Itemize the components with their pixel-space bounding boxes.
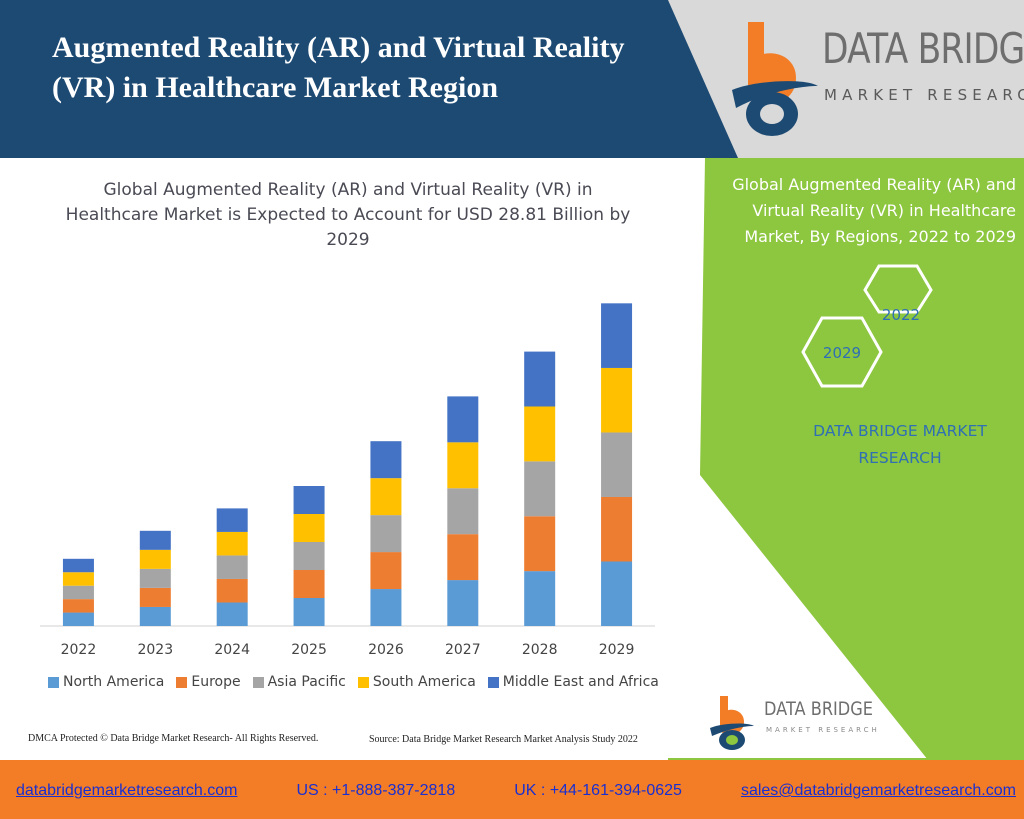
bar-segment-2023-middle-east-and-africa bbox=[139, 530, 171, 550]
legend-label: North America bbox=[63, 674, 165, 690]
side-title: Global Augmented Reality (AR) and Virtua… bbox=[732, 175, 1016, 246]
legend-label: South America bbox=[372, 674, 476, 690]
legend-label: Asia Pacific bbox=[267, 674, 346, 690]
bar-segment-2028-middle-east-and-africa bbox=[524, 351, 556, 407]
bar-segment-2028-asia-pacific bbox=[524, 461, 556, 517]
data-bridge-logo-small: DATA BRIDGE MARKET RESEARCH bbox=[708, 692, 908, 752]
title-banner-shape bbox=[0, 0, 738, 158]
legend-item: Europe bbox=[176, 674, 241, 690]
legend-swatch bbox=[48, 676, 59, 688]
bar-segment-2028-north-america bbox=[524, 571, 556, 626]
x-tick-label: 2027 bbox=[445, 642, 481, 658]
bar-segment-2022-south-america bbox=[62, 572, 94, 586]
bar-segment-2027-middle-east-and-africa bbox=[447, 396, 479, 443]
dmca-notice: DMCA Protected © Data Bridge Market Rese… bbox=[28, 733, 319, 744]
logo-small-mark-icon bbox=[710, 696, 754, 750]
hex-start-label: 2022 bbox=[882, 306, 920, 324]
bar-segment-2026-south-america bbox=[370, 478, 402, 516]
bar-segment-2024-south-america bbox=[216, 531, 248, 556]
hexagon-2029 bbox=[801, 316, 883, 388]
legend-swatch bbox=[252, 676, 264, 688]
legend-item: Middle East and Africa bbox=[487, 674, 659, 690]
bar-segment-2029-north-america bbox=[601, 561, 633, 626]
stacked-bar-chart: 2022 2023 2024 2025 2026 2027 2028 2029 bbox=[40, 303, 655, 658]
logo-name: DATA BRIDGE bbox=[822, 24, 1024, 73]
logo-mark-icon bbox=[732, 22, 818, 136]
bar-segment-2029-south-america bbox=[601, 367, 633, 433]
bar-segment-2025-middle-east-and-africa bbox=[293, 486, 325, 514]
bar-segment-2024-middle-east-and-africa bbox=[216, 508, 248, 532]
legend-swatch bbox=[357, 676, 369, 688]
website-link[interactable]: databridgemarketresearch.com bbox=[16, 782, 238, 799]
side-panel-shape bbox=[670, 158, 1024, 760]
bar-segment-2026-north-america bbox=[370, 589, 402, 626]
source-note: Source: Data Bridge Market Research Mark… bbox=[369, 734, 638, 745]
x-tick-label: 2028 bbox=[522, 642, 558, 658]
x-tick-label: 2025 bbox=[291, 642, 327, 658]
uk-phone: UK : +44-161-394-0625 bbox=[514, 782, 682, 799]
bar-segment-2024-europe bbox=[216, 578, 248, 603]
logo-small-name: DATA BRIDGE bbox=[764, 698, 873, 720]
logo-subtitle: MARKET RESEARCH bbox=[824, 86, 1024, 104]
legend-item: South America bbox=[357, 674, 476, 690]
x-tick-label: 2029 bbox=[599, 642, 635, 658]
bar-segment-2029-europe bbox=[601, 496, 633, 562]
side-brand: DATA BRIDGE MARKET RESEARCH bbox=[813, 422, 987, 467]
bar-segment-2025-asia-pacific bbox=[293, 542, 325, 570]
legend-swatch bbox=[176, 676, 188, 688]
bar-segment-2022-europe bbox=[62, 599, 94, 613]
legend-label: Europe bbox=[191, 674, 241, 690]
title-banner bbox=[0, 0, 738, 158]
x-tick-label: 2022 bbox=[61, 642, 97, 658]
side-panel: 2022 2029 bbox=[668, 158, 1024, 760]
bar-segment-2029-middle-east-and-africa bbox=[601, 303, 633, 368]
bar-segment-2024-asia-pacific bbox=[216, 555, 248, 579]
bar-segment-2022-asia-pacific bbox=[62, 585, 94, 600]
x-tick-label: 2023 bbox=[137, 642, 173, 658]
legend-item: Asia Pacific bbox=[252, 674, 346, 690]
hexagon-2022 bbox=[863, 264, 933, 314]
legend-label: Middle East and Africa bbox=[502, 674, 659, 690]
hex-end-label: 2029 bbox=[823, 344, 861, 362]
bar-segment-2025-europe bbox=[293, 570, 325, 598]
chart-title: Global Augmented Reality (AR) and Virtua… bbox=[65, 180, 631, 250]
bar-segment-2022-middle-east-and-africa bbox=[62, 558, 94, 573]
chart-legend: North America Europe Asia Pacific South Ame… bbox=[48, 674, 668, 690]
footer-bar: databridgemarketresearch.com US : +1-888… bbox=[0, 760, 1024, 819]
bar-segment-2023-north-america bbox=[139, 606, 171, 626]
bar-segment-2023-europe bbox=[139, 587, 171, 607]
bar-segment-2026-asia-pacific bbox=[370, 515, 402, 553]
x-tick-label: 2024 bbox=[214, 642, 250, 658]
bar-segment-2027-asia-pacific bbox=[447, 488, 479, 535]
us-phone: US : +1-888-387-2818 bbox=[296, 782, 456, 799]
logo-small-subtitle: MARKET RESEARCH bbox=[766, 726, 880, 734]
bar-segment-2024-north-america bbox=[216, 602, 248, 626]
data-bridge-logo: DATA BRIDGE MARKET RESEARCH bbox=[726, 16, 1024, 141]
bar-segment-2025-south-america bbox=[293, 514, 325, 542]
bar-segment-2027-europe bbox=[447, 534, 479, 581]
x-tick-label: 2026 bbox=[368, 642, 404, 658]
bar-segment-2028-south-america bbox=[524, 406, 556, 462]
legend-swatch bbox=[487, 676, 499, 688]
bar-segment-2028-europe bbox=[524, 516, 556, 572]
bar-segment-2023-asia-pacific bbox=[139, 568, 171, 588]
bar-segment-2022-north-america bbox=[62, 612, 94, 626]
bar-segment-2027-south-america bbox=[447, 442, 479, 489]
page-title: Augmented Reality (AR) and Virtual Reali… bbox=[52, 31, 625, 104]
email-link[interactable]: sales@databridgemarketresearch.com bbox=[740, 782, 1016, 799]
bar-segment-2025-north-america bbox=[293, 598, 325, 626]
bar-segment-2029-asia-pacific bbox=[601, 432, 633, 497]
legend-item: North America bbox=[48, 674, 164, 690]
bar-segment-2026-middle-east-and-africa bbox=[370, 441, 402, 479]
bar-segment-2027-north-america bbox=[447, 580, 479, 626]
bar-segment-2026-europe bbox=[370, 552, 402, 590]
bar-segment-2023-south-america bbox=[139, 549, 171, 569]
